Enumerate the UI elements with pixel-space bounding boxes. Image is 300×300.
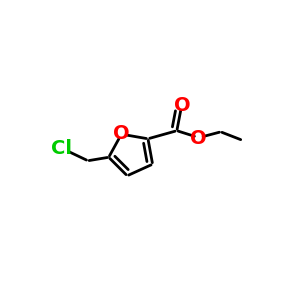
Text: O: O <box>190 129 207 148</box>
Text: Cl: Cl <box>51 139 72 158</box>
Text: O: O <box>174 96 190 115</box>
Text: O: O <box>113 124 130 143</box>
